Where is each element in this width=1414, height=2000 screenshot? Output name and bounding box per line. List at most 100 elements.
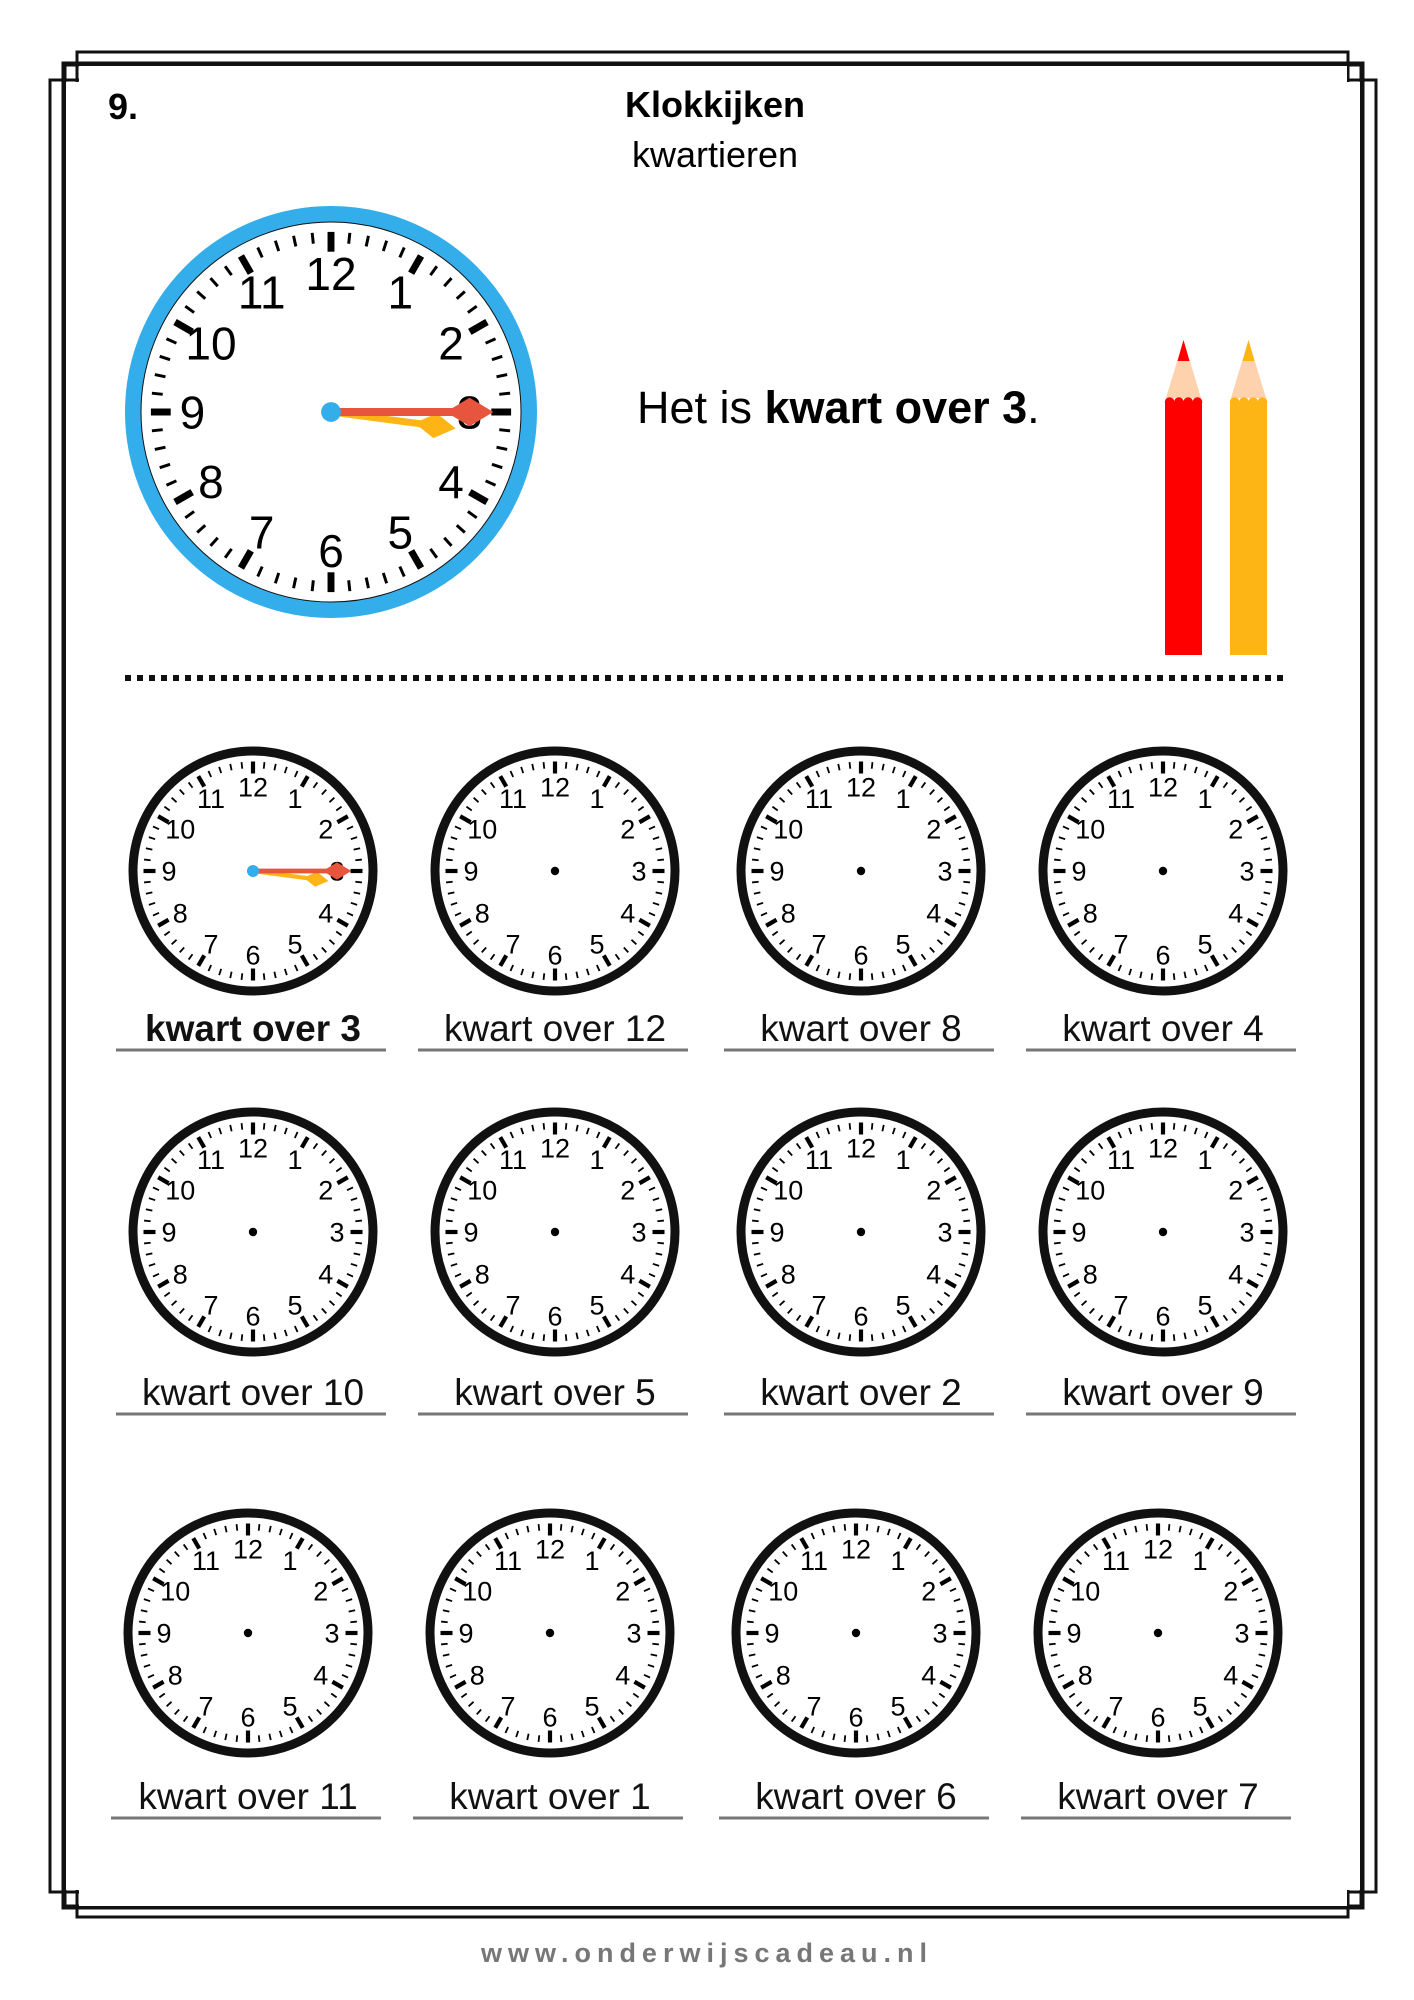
tick-mark	[865, 1524, 869, 1531]
tick-mark	[963, 880, 970, 884]
exercise-label[interactable]: kwart over 2	[760, 1372, 962, 1413]
tick-mark	[381, 240, 389, 252]
tick-mark	[747, 1620, 754, 1624]
tick-mark	[958, 1620, 965, 1624]
tick-mark	[760, 1576, 773, 1587]
exercise-label[interactable]: kwart over 12	[443, 1008, 667, 1049]
clock-numeral: 4	[438, 456, 464, 508]
tick-mark	[294, 964, 299, 972]
tick-mark	[601, 954, 612, 967]
exercise-label[interactable]: kwart over 8	[760, 1008, 962, 1049]
tick-mark	[1117, 964, 1122, 972]
hour-hand-tip	[414, 413, 456, 439]
exercise-label[interactable]: kwart over 9	[1062, 1372, 1264, 1413]
tick-mark	[1123, 1528, 1128, 1536]
clock-numeral: 7	[811, 1290, 826, 1320]
tick-mark	[929, 946, 935, 953]
tick-mark	[1217, 1543, 1224, 1551]
tick-mark	[235, 1524, 239, 1531]
tick-mark	[609, 1543, 616, 1551]
tick-mark	[1226, 1551, 1232, 1558]
tick-mark	[1062, 825, 1070, 830]
tick-mark	[648, 912, 656, 917]
tick-mark	[1097, 1314, 1104, 1322]
tick-mark	[256, 565, 264, 578]
exercise-label[interactable]: kwart over 6	[755, 1776, 957, 1817]
tick-mark	[187, 1314, 194, 1322]
tick-mark	[350, 1642, 357, 1646]
exercise-label[interactable]: kwart over 3	[145, 1008, 361, 1049]
tick-mark	[886, 1730, 891, 1738]
tick-mark	[496, 445, 508, 451]
tick-mark	[1150, 762, 1154, 769]
tick-mark	[341, 1587, 349, 1592]
tick-mark	[920, 953, 927, 961]
tick-mark	[268, 1733, 272, 1741]
clock-numeral: 12	[1143, 1535, 1173, 1565]
tick-mark	[196, 1136, 207, 1149]
exercise-label[interactable]: kwart over 10	[141, 1372, 365, 1413]
clock-numeral: 1	[287, 1145, 302, 1175]
clock-numeral: 8	[1078, 1661, 1093, 1691]
exercise-label[interactable]: kwart over 4	[1062, 1008, 1264, 1049]
tick-mark	[163, 930, 171, 937]
tick-mark	[753, 891, 761, 895]
tick-mark	[752, 1219, 759, 1223]
tick-mark	[765, 917, 778, 928]
exercise-label[interactable]: kwart over 11	[138, 1776, 358, 1817]
tick-mark	[509, 770, 514, 778]
tick-mark	[145, 847, 153, 851]
exercise-label[interactable]: kwart over 1	[449, 1776, 651, 1817]
tick-mark	[312, 781, 319, 789]
clock-numeral: 11	[499, 784, 527, 814]
tick-mark	[958, 1642, 965, 1646]
tick-mark	[1068, 1692, 1076, 1699]
tick-mark	[346, 912, 354, 917]
tick-mark	[459, 1175, 472, 1186]
tick-mark	[881, 763, 885, 771]
tick-mark	[484, 337, 497, 345]
tick-mark	[652, 1197, 660, 1202]
tick-mark	[331, 1679, 344, 1690]
tick-mark	[445, 1598, 453, 1603]
tick-mark	[273, 1332, 277, 1340]
tick-mark	[179, 789, 185, 796]
clock-numeral: 3	[937, 1218, 952, 1248]
clock-numeral: 6	[848, 1703, 863, 1733]
tick-mark	[920, 1314, 927, 1322]
tick-mark	[655, 1252, 663, 1256]
exercise-label[interactable]: kwart over 5	[454, 1372, 656, 1413]
tick-mark	[310, 232, 315, 244]
tick-mark	[294, 1537, 305, 1550]
tick-mark	[491, 462, 503, 470]
tick-mark	[787, 1307, 793, 1314]
tick-mark	[747, 1642, 754, 1646]
tick-mark	[526, 1733, 530, 1741]
tick-mark	[350, 901, 358, 906]
tick-mark	[1054, 1219, 1061, 1223]
tick-mark	[1167, 1735, 1171, 1742]
tick-mark	[336, 917, 349, 928]
clock-numeral: 12	[540, 773, 570, 803]
tick-mark	[756, 1262, 764, 1267]
tick-mark	[650, 1609, 658, 1613]
tick-mark	[353, 1208, 361, 1212]
tick-mark	[171, 939, 178, 945]
exercise-label[interactable]: kwart over 7	[1057, 1776, 1259, 1817]
tick-mark	[476, 1708, 482, 1715]
tick-mark	[1238, 939, 1245, 945]
tick-mark	[520, 766, 525, 774]
